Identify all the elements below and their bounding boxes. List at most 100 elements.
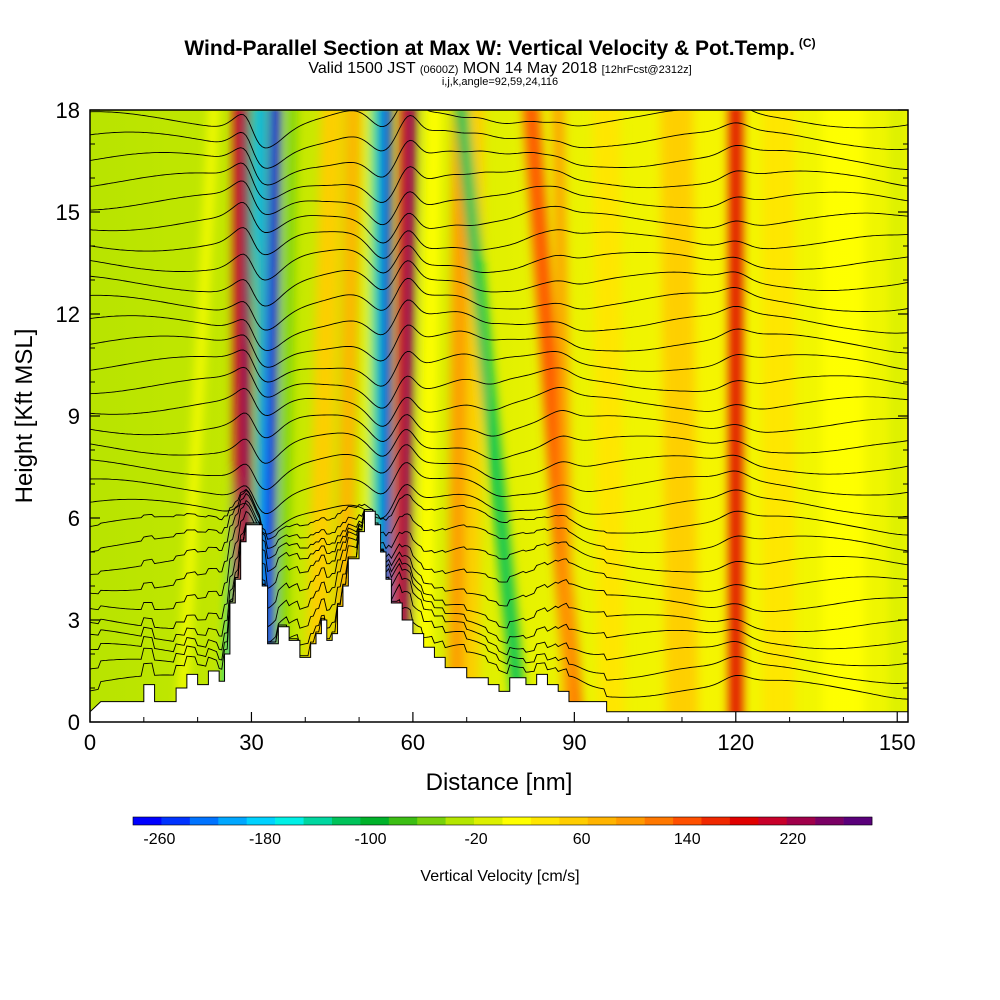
x-axis-label: Distance [nm] [426,769,573,796]
colorbar-swatch [729,817,759,825]
isentrope-line [90,488,908,540]
velocity-band [334,110,362,722]
colorbar-swatch [161,817,191,825]
colorbar-swatch [559,817,589,825]
velocity-band [305,110,343,722]
velocity-band [177,110,219,722]
valid-utc: (0600Z) [419,64,459,76]
isentrope-line [90,509,908,613]
y-tick-label: 6 [68,506,80,531]
velocity-band [454,110,528,722]
isentrope-line [90,462,908,514]
velocity-band [392,110,410,722]
colorbar-swatch [843,817,873,825]
velocity-band [889,110,906,722]
x-axis: 0 30 60 90 120 150 [84,712,916,755]
colorbar-swatch [758,817,788,825]
velocity-band [275,110,298,722]
colorbar-swatch [388,817,418,825]
colorbar-label: Vertical Velocity [cm/s] [420,868,579,885]
isentrope-line [90,509,908,667]
velocity-bands [177,110,906,722]
isentrope-line [90,444,908,490]
colorbar-tick-label: 140 [674,831,701,848]
velocity-band [729,110,743,722]
isentrope-line [90,499,908,595]
isentrope-line [90,489,908,554]
isentrope-line [90,227,908,259]
x-tick-label: 0 [84,730,96,755]
isentrope-line [90,245,908,281]
colorbar-swatch [189,817,219,825]
colorbar-tick-label: 220 [779,831,806,848]
isentrope-line [90,429,908,464]
colorbar-swatch [218,817,247,825]
velocity-band [762,110,795,722]
isentrope-line [90,509,908,684]
colorbar-tick-label: 60 [573,831,591,848]
isentrope-line [90,162,908,203]
colorbar-swatch [587,817,617,825]
isentrope-line [90,484,908,535]
title-tag: (C) [798,36,816,50]
y-axis-label: Height [Kft MSL] [11,329,38,504]
isentrope-line [90,115,908,169]
isentrope-line [90,180,908,226]
isentrope-line [90,386,908,427]
y-tick-label: 0 [68,710,80,735]
colorbar-swatch [673,817,702,825]
colorbar-swatch [417,817,446,825]
colorbar-swatch [786,817,816,825]
x-tick-label: 30 [239,730,263,755]
chart-subtitle: Valid 1500 JST (0600Z) MON 14 May 2018 [… [0,60,1000,78]
colorbar-swatch [530,817,560,825]
isentrope-line [90,410,908,442]
isentropes [90,110,908,700]
colorbar-swatch [474,817,503,825]
isentrope-line [90,509,908,650]
x-tick-label: 150 [879,730,916,755]
isentrope-line [90,492,908,575]
isentrope-line [90,509,908,633]
isentrope-line [90,139,908,186]
x-tick-label: 120 [717,730,754,755]
colorbar-swatch [303,817,333,825]
colorbar-tick-label: -100 [355,831,387,848]
colorbar-swatch [815,817,844,825]
chart-title-text: Wind-Parallel Section at Max W: Vertical… [184,37,795,60]
isentrope-line [90,366,908,409]
velocity-band [821,110,865,722]
colorbar-swatch [445,817,475,825]
colorbar-swatch [644,817,674,825]
isentrope-line [90,324,908,368]
grid-indices: i,j,k,angle=92,59,24,116 [441,76,559,88]
colorbar-swatch [275,817,304,825]
colorbar-frame [132,816,873,826]
x-tick-label: 60 [401,730,425,755]
x-tick-label: 90 [562,730,586,755]
velocity-band [415,110,443,722]
y-tick-label: 12 [56,302,80,327]
isentrope-line [90,260,908,307]
velocity-band [552,110,575,722]
y-tick-label: 18 [56,98,80,123]
colorbar-tick-label: -260 [143,831,175,848]
isentrope-line [90,349,908,387]
forecast-info: [12hrFcst@2312z] [601,64,692,76]
isentrope-line [90,202,908,244]
y-axis: 0 3 6 9 12 15 18 [56,98,908,735]
colorbar-swatch [246,817,276,825]
chart-title: Wind-Parallel Section at Max W: Vertical… [0,36,1000,61]
isentrope-line [90,509,908,700]
colorbar: -260 -180 -100 -20 60 140 220 [132,816,873,848]
terrain-profile [90,510,908,722]
y-tick-label: 15 [56,200,80,225]
plot-area [90,110,908,722]
colorbar-swatch [701,817,731,825]
isentrope-line [90,277,908,331]
colorbar-swatch [331,817,361,825]
y-tick-label: 9 [68,404,80,429]
colorbar-swatch [360,817,390,825]
velocity-band [660,110,699,722]
